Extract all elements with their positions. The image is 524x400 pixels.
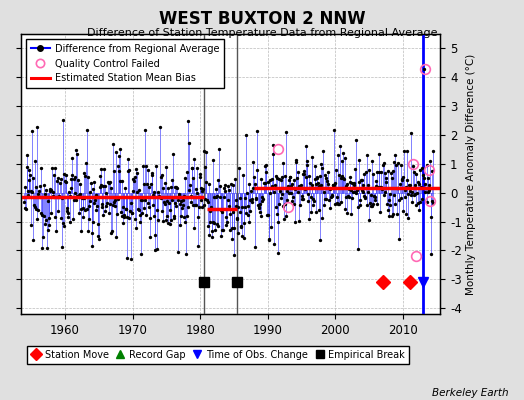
Text: Difference of Station Temperature Data from Regional Average: Difference of Station Temperature Data f… — [87, 28, 437, 38]
Text: Berkeley Earth: Berkeley Earth — [432, 388, 508, 398]
Legend: Station Move, Record Gap, Time of Obs. Change, Empirical Break: Station Move, Record Gap, Time of Obs. C… — [27, 346, 409, 364]
Y-axis label: Monthly Temperature Anomaly Difference (°C): Monthly Temperature Anomaly Difference (… — [466, 53, 476, 295]
Text: WEST BUXTON 2 NNW: WEST BUXTON 2 NNW — [159, 10, 365, 28]
